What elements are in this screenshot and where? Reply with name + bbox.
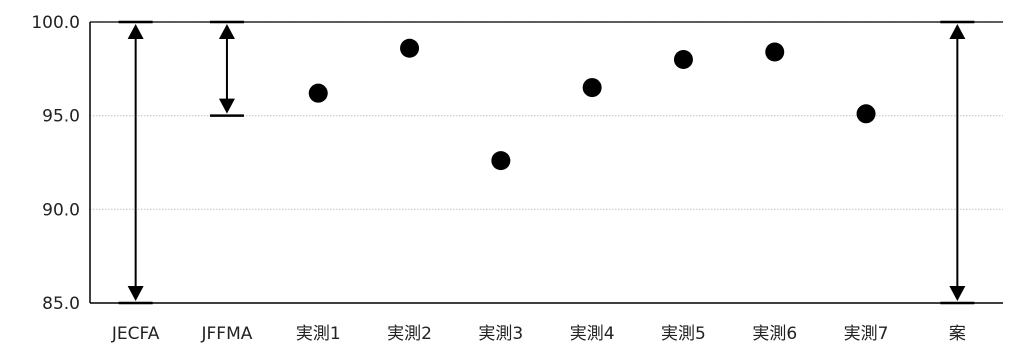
x-category-label: 実測1 [296, 324, 341, 344]
range-arrow-down [949, 286, 966, 301]
data-point [582, 78, 602, 98]
y-tick-label: 90.0 [42, 200, 80, 220]
data-point [765, 42, 785, 62]
x-category-label: JECFA [111, 324, 160, 344]
x-category-label: 実測6 [752, 324, 797, 344]
x-category-label: 実測4 [570, 324, 615, 344]
range-arrow-up [218, 24, 235, 39]
data-point [673, 49, 693, 69]
range-arrow-down [127, 286, 144, 301]
range-bar [940, 20, 975, 305]
x-category-label: 実測7 [844, 324, 889, 344]
y-tick-label: 85.0 [42, 294, 80, 314]
range-bar [118, 20, 153, 305]
y-tick-label: 100.0 [31, 13, 80, 33]
data-point [491, 151, 511, 171]
data-points [308, 38, 876, 171]
y-tick-label: 95.0 [42, 107, 80, 127]
x-category-label: JFFMA [201, 324, 253, 344]
range-bar [209, 20, 244, 117]
x-category-label: 実測5 [661, 324, 706, 344]
x-category-labels: JECFA JFFMA 実測1 実測2 実測3 実測4 実測5 実測6 実測7 案 [111, 324, 966, 344]
x-category-label: 実測3 [478, 324, 523, 344]
x-category-label: 案 [949, 324, 966, 344]
x-category-label: 実測2 [387, 324, 432, 344]
range-arrow-up [949, 24, 966, 39]
data-point [400, 38, 420, 58]
data-point [856, 104, 876, 124]
y-tick-labels: 85.0 90.0 95.0 100.0 [31, 13, 80, 314]
range-arrow-down [218, 98, 235, 114]
range-arrow-up [127, 24, 144, 39]
data-point [308, 83, 328, 103]
range-bars [118, 20, 975, 305]
